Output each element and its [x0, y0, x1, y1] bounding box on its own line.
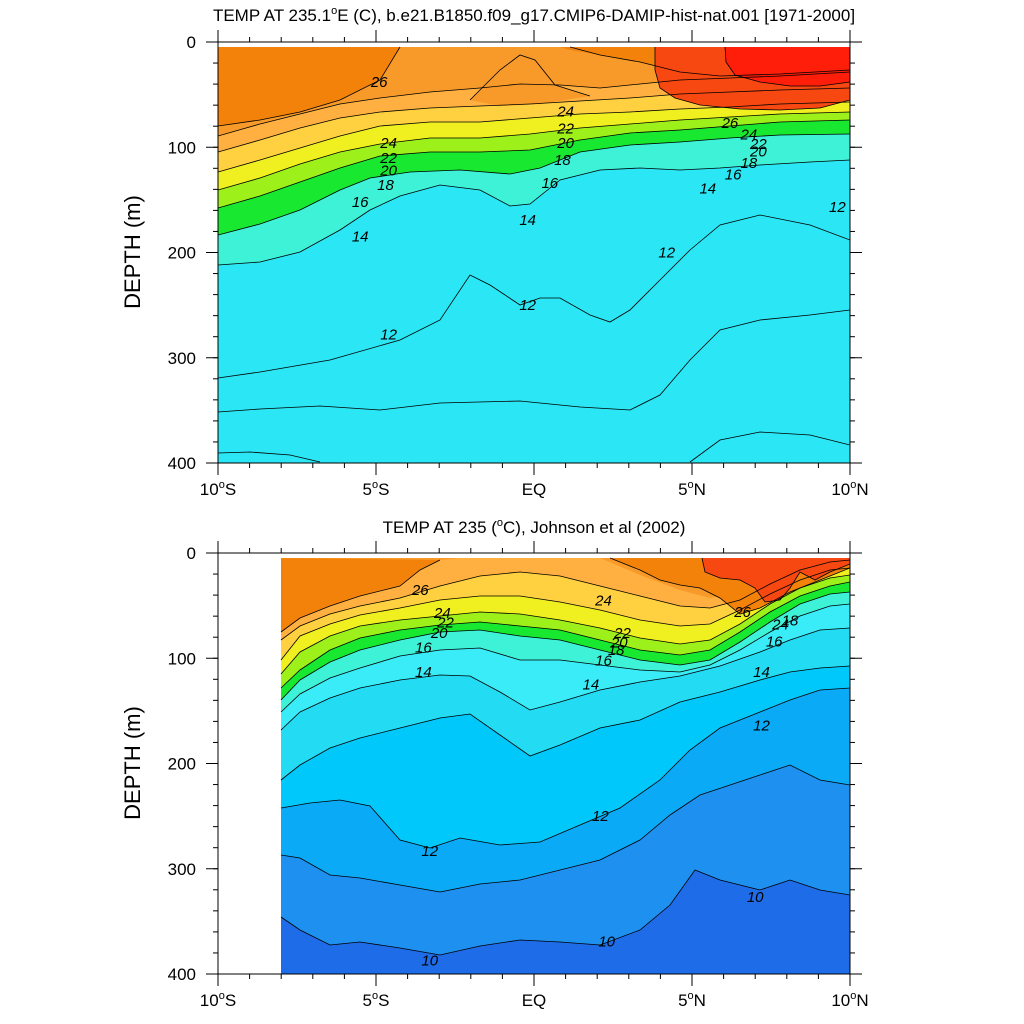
contour-label: 16	[725, 167, 742, 184]
x-tick-label: 5oN	[678, 479, 706, 499]
contour-label: 24	[771, 617, 789, 634]
contour-label: 24	[556, 103, 574, 120]
contour-label: 14	[753, 664, 770, 681]
contour-label: 16	[595, 652, 612, 669]
x-tick-label: 10oN	[831, 990, 868, 1010]
top-y-axis-label: DEPTH (m)	[120, 195, 145, 309]
y-tick-label: 300	[168, 860, 196, 879]
contour-label: 20	[379, 162, 397, 179]
contour-label: 14	[415, 664, 432, 681]
temp-band-20	[218, 102, 850, 190]
contour-label: 26	[411, 582, 429, 599]
temp-band-14	[218, 134, 850, 265]
contour-label: 12	[592, 808, 609, 825]
contour-label: 14	[583, 677, 600, 694]
contour-label: 26	[370, 74, 388, 91]
bottom-panel: TEMP AT 235 (oC), Johnson et al (2002)	[120, 517, 869, 1010]
bottom-title: TEMP AT 235 (oC), Johnson et al (2002)	[383, 517, 686, 537]
temp-band-26	[218, 47, 400, 126]
y-tick-label: 200	[168, 755, 196, 774]
y-tick-label: 400	[168, 454, 196, 473]
y-tick-label: 0	[187, 544, 196, 563]
contour-label: 22	[749, 136, 767, 153]
x-tick-label: 5oN	[678, 990, 706, 1010]
bottom-contour-labels: 2624222016141210242220181614121026241816…	[411, 582, 799, 969]
contour-label: 24	[594, 592, 612, 609]
y-tick-label: 200	[168, 244, 196, 263]
contour-label: 14	[519, 212, 536, 229]
contour-label: 16	[352, 194, 369, 211]
contour-label: 26	[733, 604, 751, 621]
x-tick-label: 10oS	[200, 990, 236, 1010]
contour-label: 24	[740, 127, 758, 144]
bottom-missing-strip	[218, 553, 850, 558]
contour-label: 12	[380, 327, 397, 344]
y-tick-label: 400	[168, 965, 196, 984]
temp-band-28	[725, 47, 850, 86]
contour-label: 12	[421, 843, 438, 860]
contour-label: 12	[658, 245, 675, 262]
contour-label: 20	[556, 135, 574, 152]
y-tick-label: 300	[168, 349, 196, 368]
contour-label: 18	[741, 155, 758, 172]
contour-label: 14	[699, 180, 716, 197]
top-panel: TEMP AT 235.1oE (C), b.e21.B1850.f09_g17…	[120, 5, 869, 499]
bottom-axes: 10oS 5oS EQ 5oN 10oN 0 100 200 300 400	[168, 541, 869, 1010]
top-missing-strip	[218, 42, 850, 47]
contour-label: 12	[753, 718, 770, 735]
contour-label: 22	[556, 120, 574, 137]
top-title: TEMP AT 235.1oE (C), b.e21.B1850.f09_g17…	[213, 5, 855, 25]
temp-band-27	[702, 558, 850, 602]
contour-label: 16	[541, 175, 558, 192]
contour-label: 18	[377, 177, 394, 194]
top-axes: 10oS 5oS EQ 5oN 10oN 0 100 200 300 400	[168, 30, 869, 499]
y-tick-label: 100	[168, 649, 196, 668]
contour-label: 14	[352, 229, 369, 246]
contour-label: 26	[721, 115, 739, 132]
contour-label: 22	[436, 614, 454, 631]
bottom-contour-lines	[280, 557, 850, 956]
contour-label: 18	[554, 152, 571, 169]
top-contour-lines	[218, 46, 850, 463]
warm-bump-equator	[470, 55, 590, 106]
contour-label: 10	[747, 889, 764, 906]
x-tick-label: EQ	[522, 991, 547, 1010]
contour-label: 24	[433, 605, 451, 622]
contour-label: 16	[415, 640, 432, 657]
contour-label: 18	[608, 642, 625, 659]
contour-label: 22	[379, 150, 397, 167]
contour-label: 12	[519, 297, 536, 314]
temp-band-26	[281, 558, 440, 632]
contour-label: 20	[749, 143, 767, 160]
contour-label: 22	[613, 625, 631, 642]
x-tick-label: 10oN	[831, 479, 868, 499]
top-plot-area	[218, 42, 850, 463]
x-tick-label: 5oS	[363, 479, 390, 499]
bottom-missing-left	[218, 553, 281, 974]
bottom-y-axis-label: DEPTH (m)	[120, 706, 145, 820]
top-contour-labels: 2624222018161412242220181614122624222018…	[352, 74, 847, 344]
contour-label: 20	[610, 634, 628, 651]
temp-band-16	[218, 120, 850, 235]
contour-label: 24	[379, 135, 397, 152]
contour-label: 10	[598, 933, 615, 950]
contour-label: 16	[766, 633, 783, 650]
y-tick-label: 100	[168, 138, 196, 157]
x-tick-label: 5oS	[363, 990, 390, 1010]
y-tick-label: 0	[187, 33, 196, 52]
contour-label: 12	[829, 199, 846, 216]
contour-label: 18	[782, 612, 799, 629]
x-tick-label: 10oS	[200, 479, 236, 499]
contour-label: 20	[430, 625, 448, 642]
contour-label: 10	[421, 952, 438, 969]
bottom-plot-area	[218, 553, 850, 974]
x-tick-label: EQ	[522, 480, 547, 499]
temp-band-13	[218, 160, 850, 463]
